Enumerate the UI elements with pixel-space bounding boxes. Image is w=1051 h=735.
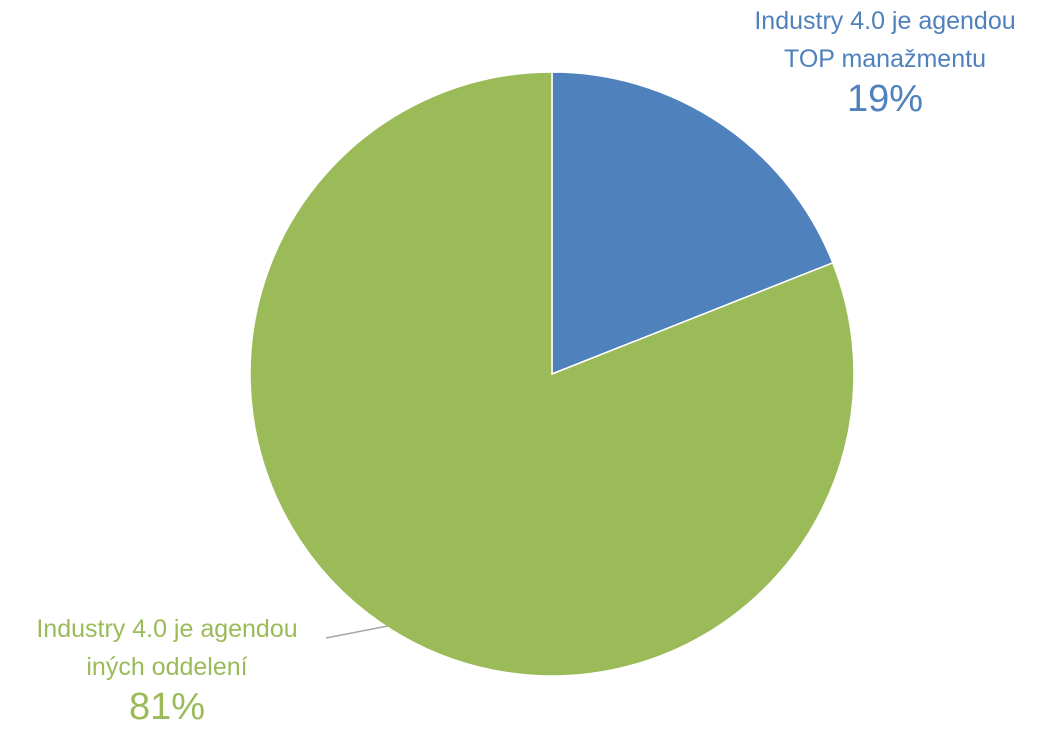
data-label-slice-2-line-2: iných oddelení bbox=[86, 653, 248, 681]
data-label-slice-2-line-1: Industry 4.0 je agendou bbox=[36, 615, 298, 643]
pie-slices bbox=[249, 71, 855, 677]
data-label-slice-1: Industry 4.0 je agendou TOP manažmentu 1… bbox=[720, 6, 1050, 123]
data-label-slice-2: Industry 4.0 je agendou iných oddelení 8… bbox=[0, 614, 334, 731]
leader-line-slice-2 bbox=[325, 625, 389, 639]
pie-slice-1 bbox=[551, 71, 834, 376]
data-label-slice-1-line-2: TOP manažmentu bbox=[784, 45, 986, 73]
pie-slice-2 bbox=[249, 71, 855, 677]
data-label-slice-2-percent: 81% bbox=[128, 686, 206, 728]
data-label-slice-1-line-1: Industry 4.0 je agendou bbox=[754, 7, 1016, 35]
data-label-slice-1-percent: 19% bbox=[846, 78, 924, 120]
